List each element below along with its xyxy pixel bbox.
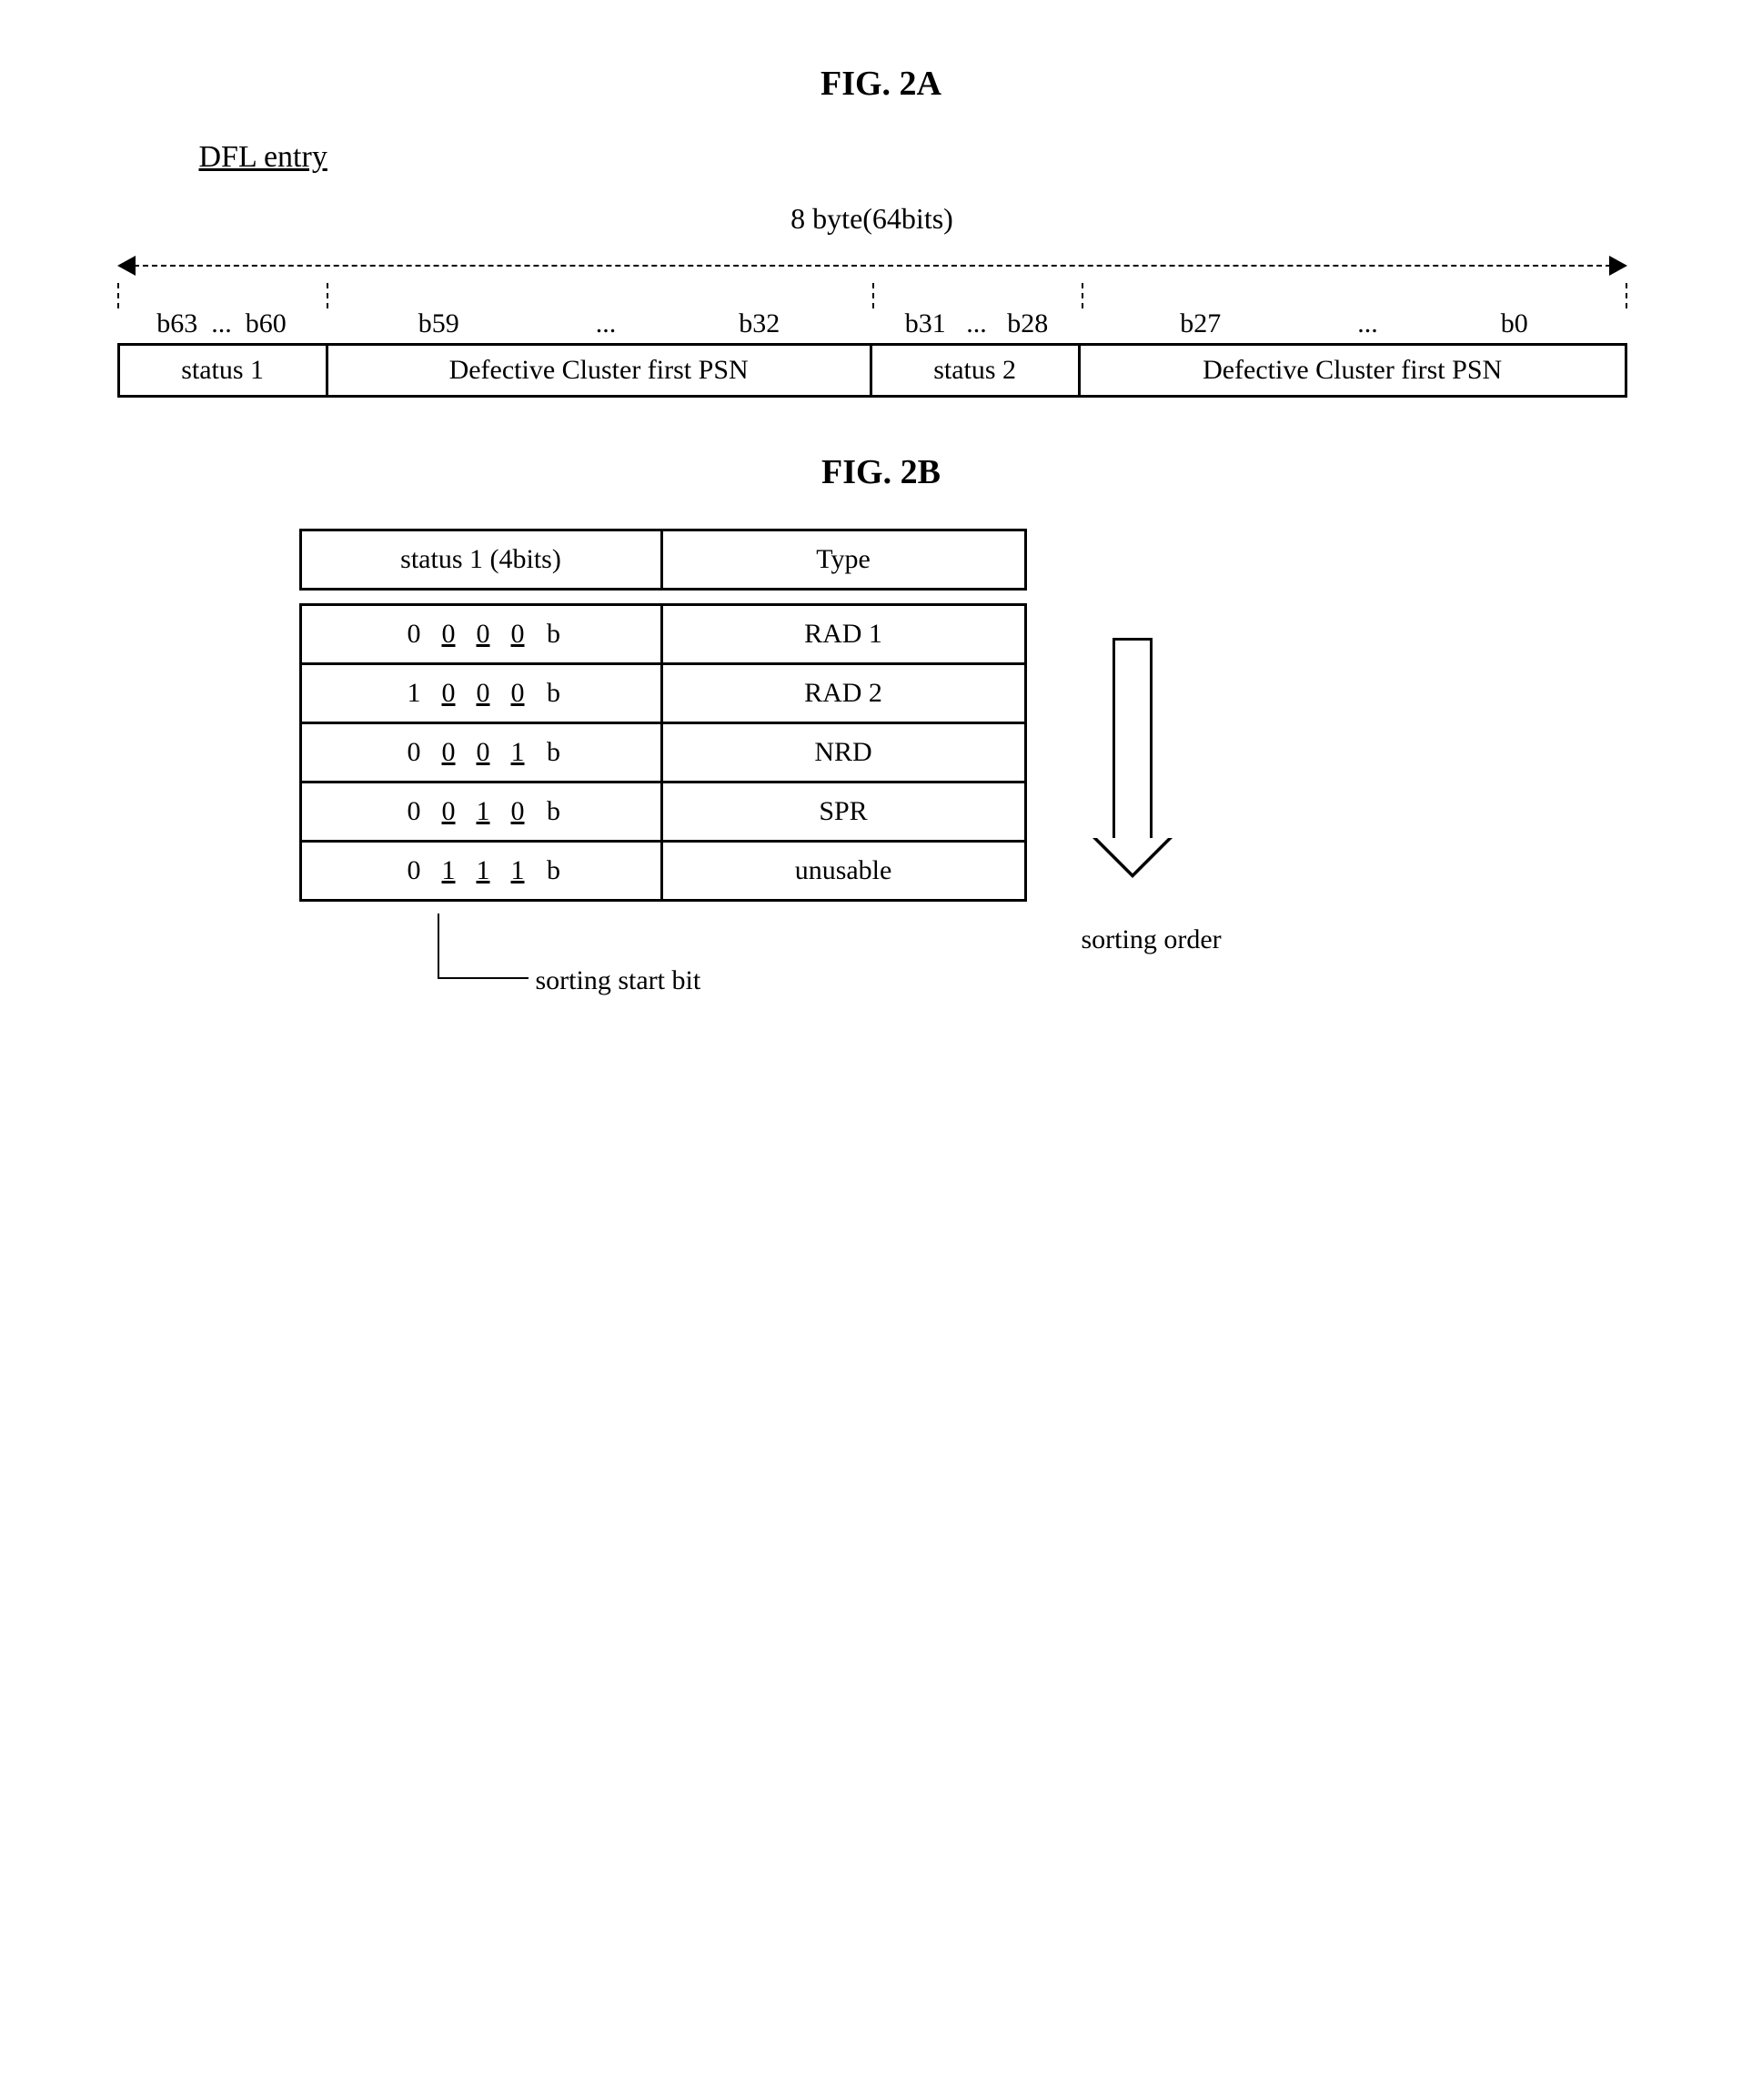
bit-value: 1 — [505, 737, 530, 768]
binary-suffix: b — [547, 796, 560, 827]
bit-value: 0 — [401, 855, 427, 886]
bits-b59-b32: b59 ... b32 — [327, 307, 872, 343]
table-row: 1000bRAD 2 — [302, 665, 1024, 724]
cell-status-bits: 0000b — [302, 606, 663, 662]
table-body: 0000bRAD 11000bRAD 20001bNRD0010bSPR0111… — [299, 603, 1027, 902]
table-row: 0010bSPR — [302, 783, 1024, 843]
dfl-structure: 8 byte(64bits) b63 ... b60 b59 ... b32 — [117, 202, 1627, 398]
fig-2a-title: FIG. 2A — [63, 64, 1700, 104]
sorting-order-arrow — [1082, 638, 1191, 911]
figure-2b: status 1 (4bits) Type 0000bRAD 11000bRAD… — [299, 529, 1391, 902]
cell-status-bits: 0001b — [302, 724, 663, 781]
bit-value: 0 — [436, 737, 461, 768]
binary-suffix: b — [547, 619, 560, 650]
bit-labels-row: b63 ... b60 b59 ... b32 b31 ... b28 b27 … — [117, 307, 1627, 343]
bit-value: 1 — [470, 796, 496, 827]
dfl-table: status 1 Defective Cluster first PSN sta… — [117, 343, 1627, 398]
binary-suffix: b — [547, 737, 560, 768]
bit-value: 0 — [401, 619, 427, 650]
bit-value: 0 — [505, 678, 530, 709]
cell-type: RAD 2 — [663, 665, 1024, 722]
cell-type: RAD 1 — [663, 606, 1024, 662]
figure-2a: FIG. 2A DFL entry 8 byte(64bits) b63 ...… — [63, 64, 1700, 398]
sorting-start-bit-pointer-h — [438, 977, 529, 979]
cell-defective-cluster-1: Defective Cluster first PSN — [328, 346, 872, 395]
bit-value: 1 — [470, 855, 496, 886]
cell-defective-cluster-2: Defective Cluster first PSN — [1081, 346, 1625, 395]
bit-value: 0 — [470, 678, 496, 709]
cell-status-bits: 0111b — [302, 843, 663, 899]
bit-value: 0 — [436, 678, 461, 709]
bit-value: 0 — [436, 796, 461, 827]
cell-status-bits: 0010b — [302, 783, 663, 840]
cell-status1: status 1 — [120, 346, 328, 395]
binary-suffix: b — [547, 855, 560, 886]
bit-value: 1 — [505, 855, 530, 886]
bit-value: 1 — [436, 855, 461, 886]
fig-2b-title: FIG. 2B — [63, 452, 1700, 492]
status-type-table: status 1 (4bits) Type 0000bRAD 11000bRAD… — [299, 529, 1027, 902]
table-row: 0000bRAD 1 — [302, 606, 1024, 665]
binary-suffix: b — [547, 678, 560, 709]
table-row: 0111bunusable — [302, 843, 1024, 899]
bit-value: 1 — [401, 678, 427, 709]
cell-type: SPR — [663, 783, 1024, 840]
header-status: status 1 (4bits) — [302, 531, 663, 588]
bits-b63-b60: b63 ... b60 — [117, 307, 327, 343]
sorting-order-label: sorting order — [1082, 924, 1222, 955]
cell-status-bits: 1000b — [302, 665, 663, 722]
tick-row — [117, 288, 1627, 308]
header-type: Type — [663, 531, 1024, 588]
byte-size-label: 8 byte(64bits) — [117, 202, 1627, 236]
bit-value: 0 — [470, 619, 496, 650]
dfl-entry-label: DFL entry — [199, 140, 1700, 175]
cell-type: unusable — [663, 843, 1024, 899]
bit-value: 0 — [401, 737, 427, 768]
sorting-start-bit-label: sorting start bit — [536, 965, 701, 996]
bit-value: 0 — [436, 619, 461, 650]
cell-type: NRD — [663, 724, 1024, 781]
table-row: 0001bNRD — [302, 724, 1024, 783]
bit-value: 0 — [505, 796, 530, 827]
cell-status2: status 2 — [872, 346, 1081, 395]
bit-value: 0 — [505, 619, 530, 650]
bits-b27-b0: b27 ... b0 — [1082, 307, 1627, 343]
width-arrow — [117, 243, 1627, 288]
bits-b31-b28: b31 ... b28 — [872, 307, 1082, 343]
bit-value: 0 — [401, 796, 427, 827]
bit-value: 0 — [470, 737, 496, 768]
table-header: status 1 (4bits) Type — [299, 529, 1027, 591]
sorting-start-bit-pointer-v — [438, 914, 439, 977]
